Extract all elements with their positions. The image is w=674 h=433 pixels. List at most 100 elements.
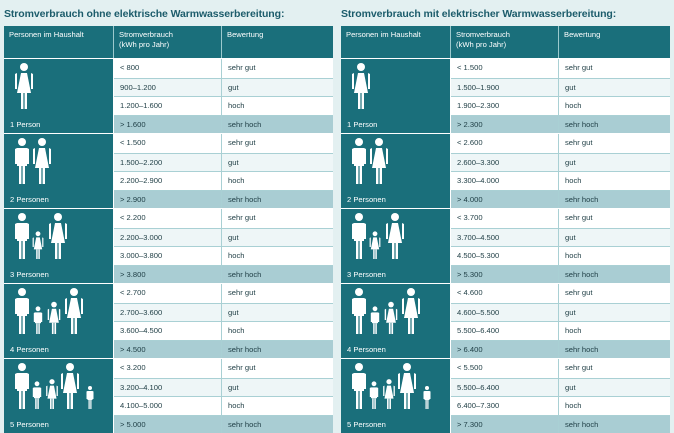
table-row: < 1.500 sehr gut bbox=[451, 59, 670, 78]
household-size-label: 1 Person bbox=[10, 120, 41, 129]
household-size-label: 3 Personen bbox=[347, 270, 386, 279]
table-panel-without-water-heating: Stromverbrauch ohne elektrische Warmwass… bbox=[4, 0, 333, 433]
consumption-range: > 1.600 bbox=[114, 115, 222, 133]
header-consumption: Stromverbrauch (kWh pro Jahr) bbox=[451, 26, 559, 58]
table-row: 4.500–5.300 hoch bbox=[451, 246, 670, 265]
household-size-cell: 2 Personen bbox=[341, 134, 451, 208]
consumption-range: 1.200–1.600 bbox=[114, 97, 222, 115]
consumption-range: > 4.000 bbox=[451, 190, 559, 208]
rating-value: sehr hoch bbox=[228, 194, 262, 204]
table-row: < 2.700 sehr gut bbox=[114, 284, 333, 303]
family-icon bbox=[352, 63, 370, 109]
consumption-range: > 2.300 bbox=[451, 115, 559, 133]
table-row: > 3.800 sehr hoch bbox=[114, 264, 333, 283]
household-group: 3 Personen < 3.700 sehr gut 3.700–4.500 gut 4… bbox=[341, 208, 670, 283]
family-icon bbox=[15, 213, 67, 259]
table-row: 4.100–5.000 hoch bbox=[114, 396, 333, 415]
table-row: 3.200–4.100 gut bbox=[114, 377, 333, 396]
rating-value: gut bbox=[228, 82, 239, 92]
household-size-cell: 2 Personen bbox=[4, 134, 114, 208]
household-size-cell: 1 Person bbox=[4, 59, 114, 133]
rating-value: hoch bbox=[228, 101, 245, 110]
table-row: > 1.600 sehr hoch bbox=[114, 114, 333, 133]
household-group: 2 Personen < 2.600 sehr gut 2.600–3.300 gut 3… bbox=[341, 133, 670, 208]
table-row: < 800 sehr gut bbox=[114, 59, 333, 78]
consumption-range: 4.100–5.000 bbox=[114, 397, 222, 415]
rating-value: sehr gut bbox=[565, 63, 593, 72]
rating-value: sehr gut bbox=[228, 288, 256, 297]
rating-value: hoch bbox=[565, 176, 582, 185]
rating-value: sehr hoch bbox=[565, 419, 599, 429]
rating-value: hoch bbox=[565, 251, 582, 260]
consumption-range: 1.500–2.200 bbox=[114, 153, 222, 171]
rating-value: sehr gut bbox=[228, 63, 256, 72]
family-icon bbox=[352, 213, 404, 259]
family-icon bbox=[15, 138, 51, 184]
rating-value: sehr gut bbox=[565, 288, 593, 297]
rating-value: sehr hoch bbox=[228, 419, 262, 429]
table-row: 2.600–3.300 gut bbox=[451, 152, 670, 171]
family-icon bbox=[352, 288, 420, 334]
consumption-range: > 7.300 bbox=[451, 415, 559, 433]
household-group: 4 Personen < 4.600 sehr gut 4.600–5.500 gut 5… bbox=[341, 283, 670, 358]
consumption-range: 3.600–4.500 bbox=[114, 322, 222, 340]
household-size-label: 5 Personen bbox=[10, 420, 49, 429]
household-group: 4 Personen < 2.700 sehr gut 2.700–3.600 gut 3… bbox=[4, 283, 333, 358]
rating-value: sehr hoch bbox=[565, 344, 599, 354]
table-row: > 2.300 sehr hoch bbox=[451, 114, 670, 133]
rating-value: sehr gut bbox=[565, 213, 593, 222]
table-row: < 1.500 sehr gut bbox=[114, 134, 333, 153]
rating-value: sehr hoch bbox=[565, 194, 599, 204]
rating-value: sehr gut bbox=[228, 138, 256, 147]
consumption-range: 2.600–3.300 bbox=[451, 153, 559, 171]
consumption-range: < 2.200 bbox=[114, 209, 222, 228]
consumption-range: 3.000–3.800 bbox=[114, 247, 222, 265]
table-row: < 3.700 sehr gut bbox=[451, 209, 670, 228]
table-row: 1.500–1.900 gut bbox=[451, 77, 670, 96]
header-persons: Personen im Haushalt bbox=[4, 26, 114, 58]
rating-value: sehr hoch bbox=[228, 344, 262, 354]
table-row: 2.700–3.600 gut bbox=[114, 302, 333, 321]
consumption-range: 4.600–5.500 bbox=[451, 303, 559, 321]
household-size-cell: 4 Personen bbox=[4, 284, 114, 358]
table-row: 1.200–1.600 hoch bbox=[114, 96, 333, 115]
table-row: < 4.600 sehr gut bbox=[451, 284, 670, 303]
rating-value: sehr gut bbox=[228, 213, 256, 222]
household-size-label: 4 Personen bbox=[10, 345, 49, 354]
household-group: 5 Personen < 5.500 sehr gut 5.500–6.400 gut 6… bbox=[341, 358, 670, 433]
rating-value: gut bbox=[565, 382, 576, 392]
consumption-range: 2.200–2.900 bbox=[114, 172, 222, 190]
rating-value: hoch bbox=[228, 176, 245, 185]
consumption-range: < 1.500 bbox=[451, 59, 559, 78]
rating-value: sehr hoch bbox=[228, 269, 262, 279]
consumption-range: < 4.600 bbox=[451, 284, 559, 303]
panel-title: Stromverbrauch mit elektrischer Warmwass… bbox=[341, 8, 617, 20]
rating-value: hoch bbox=[228, 251, 245, 260]
consumption-range: < 3.200 bbox=[114, 359, 222, 378]
consumption-range: 2.700–3.600 bbox=[114, 303, 222, 321]
rating-value: gut bbox=[228, 157, 239, 167]
table-row: 2.200–2.900 hoch bbox=[114, 171, 333, 190]
household-size-label: 1 Person bbox=[347, 120, 378, 129]
table-row: 2.200–3.000 gut bbox=[114, 227, 333, 246]
rating-value: gut bbox=[228, 307, 239, 317]
rating-value: hoch bbox=[228, 401, 245, 410]
family-icon bbox=[15, 63, 33, 109]
header-rating: Bewertung bbox=[564, 30, 601, 39]
consumption-table: Personen im Haushalt Stromverbrauch (kWh… bbox=[4, 26, 333, 433]
household-size-cell: 5 Personen bbox=[341, 359, 451, 433]
household-size-cell: 1 Person bbox=[341, 59, 451, 133]
rating-value: sehr gut bbox=[565, 363, 593, 372]
consumption-range: 5.500–6.400 bbox=[451, 322, 559, 340]
household-group: 2 Personen < 1.500 sehr gut 1.500–2.200 gut 2… bbox=[4, 133, 333, 208]
consumption-range: 6.400–7.300 bbox=[451, 397, 559, 415]
rating-value: hoch bbox=[228, 326, 245, 335]
rating-value: gut bbox=[565, 307, 576, 317]
rating-value: sehr gut bbox=[565, 138, 593, 147]
table-row: 1.900–2.300 hoch bbox=[451, 96, 670, 115]
consumption-range: < 800 bbox=[114, 59, 222, 78]
consumption-range: > 5.300 bbox=[451, 265, 559, 283]
consumption-range: 2.200–3.000 bbox=[114, 228, 222, 246]
household-size-cell: 4 Personen bbox=[341, 284, 451, 358]
table-row: 900–1.200 gut bbox=[114, 77, 333, 96]
